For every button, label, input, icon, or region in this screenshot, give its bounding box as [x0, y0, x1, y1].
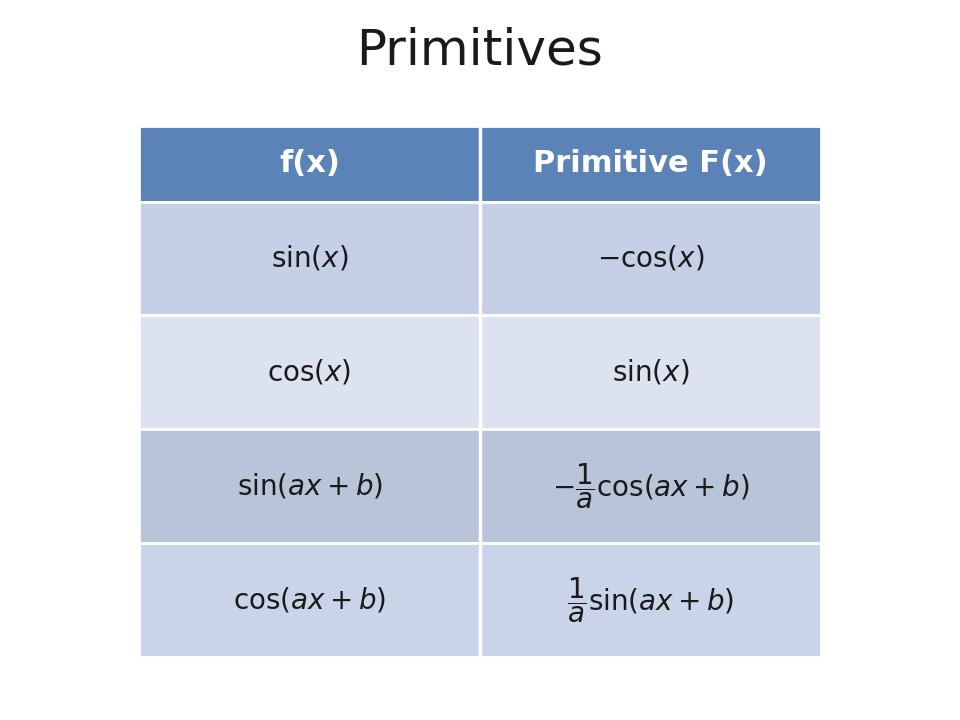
Text: $\sin(ax+b)$: $\sin(ax+b)$ [236, 472, 383, 500]
Bar [480, 315, 821, 429]
Bar [139, 315, 480, 429]
Bar [480, 429, 821, 543]
Text: f(x): f(x) [279, 149, 340, 179]
Bar [480, 543, 821, 657]
Text: $\cos(x)$: $\cos(x)$ [268, 358, 351, 387]
Bar [139, 202, 480, 315]
Text: $\cos(ax+b)$: $\cos(ax+b)$ [233, 585, 386, 614]
Text: $-\dfrac{1}{a}\cos(ax+b)$: $-\dfrac{1}{a}\cos(ax+b)$ [552, 461, 749, 511]
Text: $\sin(x)$: $\sin(x)$ [271, 244, 348, 273]
Text: Primitives: Primitives [356, 27, 604, 74]
Text: $\dfrac{1}{a}\sin(ax+b)$: $\dfrac{1}{a}\sin(ax+b)$ [566, 575, 734, 625]
Bar [480, 202, 821, 315]
Bar [139, 543, 480, 657]
Text: $\sin(x)$: $\sin(x)$ [612, 358, 689, 387]
Bar [139, 429, 480, 543]
Text: Primitive F(x): Primitive F(x) [533, 149, 768, 179]
Text: $-\cos(x)$: $-\cos(x)$ [596, 244, 705, 273]
Bar [139, 126, 821, 202]
